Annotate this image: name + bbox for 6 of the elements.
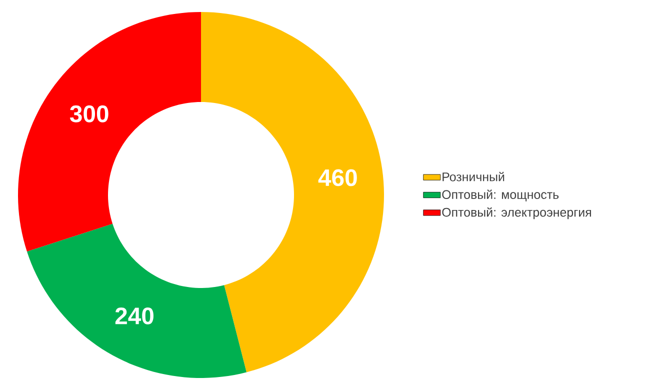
data-label: 300 bbox=[70, 105, 108, 122]
legend-label: Оптовый: электроэнергия bbox=[442, 207, 591, 220]
legend-label: Розничный bbox=[442, 172, 504, 182]
legend-label: Оптовый: мощность bbox=[442, 190, 559, 202]
data-label: 460 bbox=[318, 169, 357, 186]
data-label: 240 bbox=[115, 307, 154, 324]
